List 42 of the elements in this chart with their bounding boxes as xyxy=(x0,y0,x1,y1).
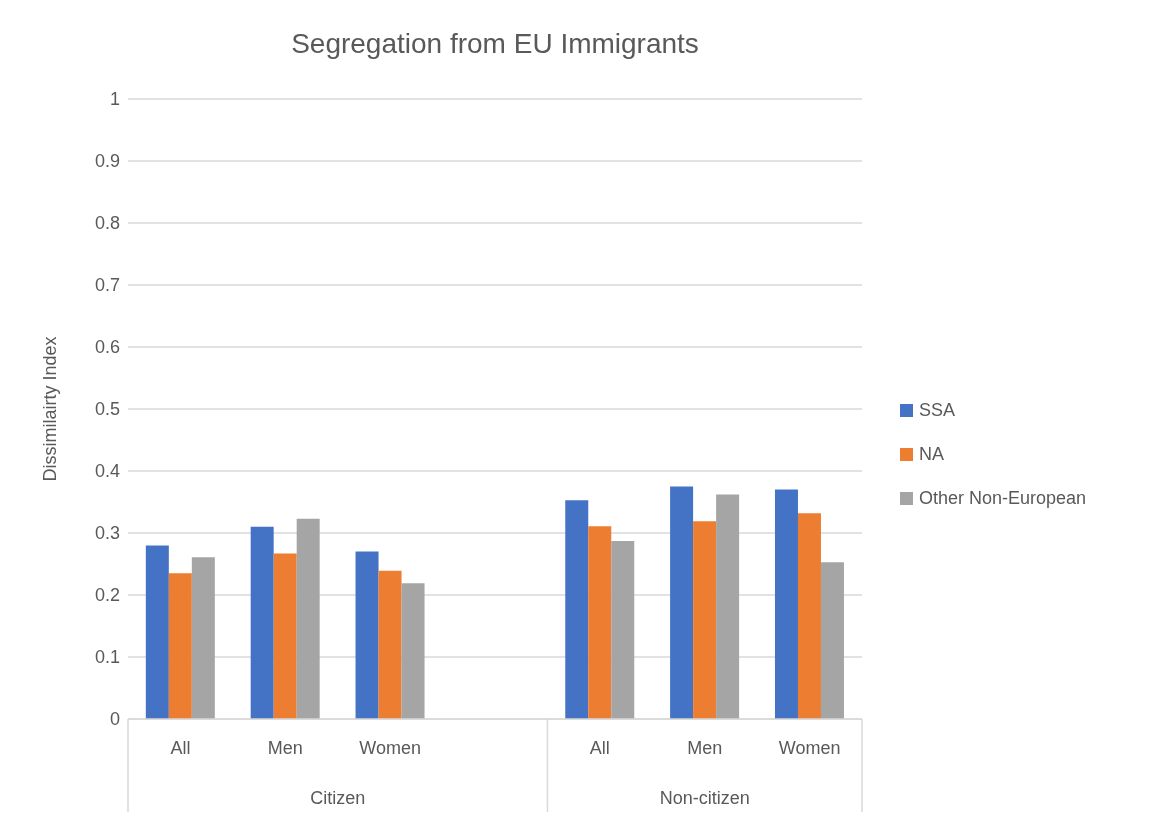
bar xyxy=(191,557,215,719)
bar xyxy=(296,518,320,719)
text: Non-citizen xyxy=(659,788,750,808)
legend-label: SSA xyxy=(919,399,956,421)
x-tick-label: Men xyxy=(267,737,303,758)
bar xyxy=(168,573,192,719)
x-tick-label: All xyxy=(589,737,610,758)
bar xyxy=(565,500,589,719)
bar xyxy=(797,513,821,719)
y-tick-label: 0.1 xyxy=(94,647,120,668)
bar xyxy=(355,551,379,719)
y-tick-label: 0.2 xyxy=(94,585,120,606)
y-tick-label: 1 xyxy=(109,89,120,110)
bar xyxy=(670,486,694,719)
bar xyxy=(588,526,612,719)
bar xyxy=(820,562,844,719)
y-tick-label: 0.8 xyxy=(94,213,120,234)
x-tick-label: All xyxy=(170,737,191,758)
y-tick-label: 0.7 xyxy=(94,275,120,296)
y-tick-label: 0.5 xyxy=(94,399,120,420)
bar xyxy=(273,553,297,719)
x-tick-label: Women xyxy=(359,737,421,758)
legend-label: NA xyxy=(919,443,945,465)
y-axis-title: Dissimilairty Index xyxy=(40,336,61,482)
y-tick-label: 0 xyxy=(109,709,120,730)
bar xyxy=(774,489,798,719)
bar xyxy=(145,545,169,719)
x-tick-label: Women xyxy=(778,737,841,758)
y-tick-label: 0.6 xyxy=(94,337,120,358)
bar xyxy=(378,570,402,719)
x-tick-label: Men xyxy=(687,737,723,758)
bar xyxy=(250,526,274,719)
bar xyxy=(693,521,717,719)
text: Citizen xyxy=(310,788,366,808)
y-tick-label: 0.4 xyxy=(94,461,120,482)
legend-label: Other Non-European xyxy=(919,487,1087,509)
bar xyxy=(716,494,740,719)
bar xyxy=(611,541,635,719)
chart-title: Segregation from EU Immigrants xyxy=(290,28,700,60)
y-tick-label: 0.9 xyxy=(94,151,120,172)
y-tick-label: 0.3 xyxy=(94,523,120,544)
bar xyxy=(401,583,425,719)
